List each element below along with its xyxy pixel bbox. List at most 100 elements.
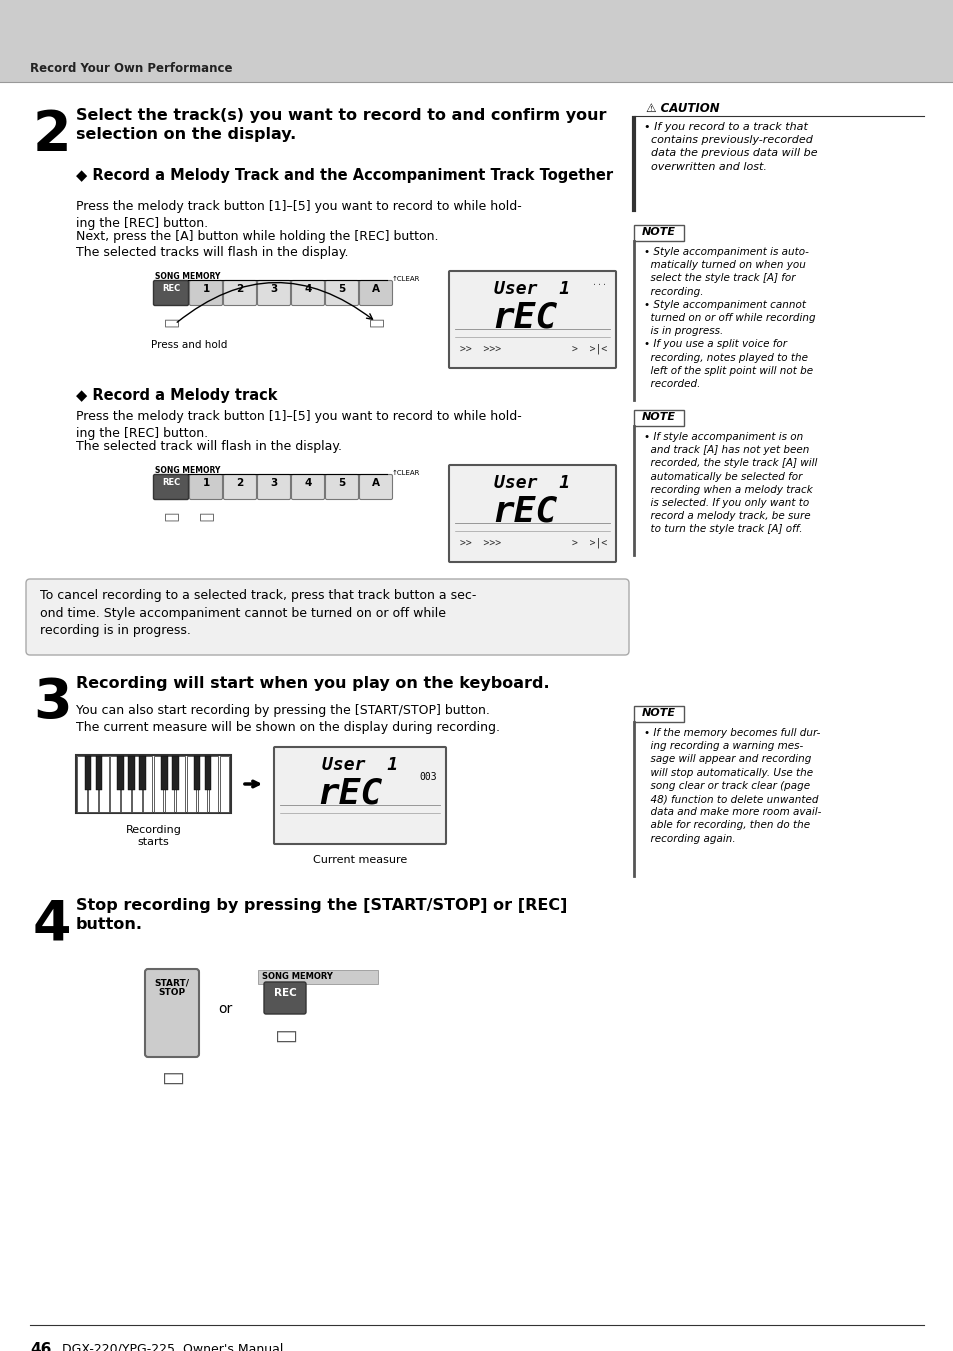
Text: rEC: rEC bbox=[492, 300, 558, 334]
Text: ↑CLEAR: ↑CLEAR bbox=[392, 276, 420, 282]
Text: 4: 4 bbox=[304, 478, 312, 488]
Text: ⚠ CAUTION: ⚠ CAUTION bbox=[645, 101, 719, 115]
Bar bbox=[193, 757, 200, 789]
Text: User  1: User 1 bbox=[494, 474, 570, 492]
FancyBboxPatch shape bbox=[634, 409, 683, 426]
Bar bbox=[161, 757, 168, 789]
FancyBboxPatch shape bbox=[325, 281, 358, 305]
Text: 👍: 👍 bbox=[163, 512, 178, 521]
Text: >  >|<: > >|< bbox=[571, 345, 606, 354]
Text: 3: 3 bbox=[33, 676, 71, 730]
Text: 2: 2 bbox=[33, 108, 71, 162]
Bar bbox=[153, 757, 163, 812]
Bar bbox=[95, 757, 102, 789]
Text: 003: 003 bbox=[419, 771, 436, 782]
Text: 2: 2 bbox=[236, 478, 243, 488]
FancyBboxPatch shape bbox=[634, 707, 683, 721]
Text: >  >|<: > >|< bbox=[571, 538, 606, 549]
Text: >>  >>>: >> >>> bbox=[459, 538, 500, 549]
FancyBboxPatch shape bbox=[257, 474, 291, 500]
Text: Press the melody track button [1]–[5] you want to record to while hold-
ing the : Press the melody track button [1]–[5] yo… bbox=[76, 200, 521, 230]
Text: 👍: 👍 bbox=[162, 1071, 182, 1085]
Text: • Style accompaniment is auto-
  matically turned on when you
  select the style: • Style accompaniment is auto- matically… bbox=[643, 247, 815, 389]
Bar bbox=[77, 757, 87, 812]
Bar bbox=[99, 757, 109, 812]
Text: 5: 5 bbox=[338, 478, 345, 488]
FancyBboxPatch shape bbox=[634, 226, 683, 240]
Bar bbox=[187, 757, 196, 812]
Text: or: or bbox=[217, 1002, 232, 1016]
Text: Next, press the [A] button while holding the [REC] button.: Next, press the [A] button while holding… bbox=[76, 230, 438, 243]
Bar bbox=[132, 757, 141, 812]
Bar bbox=[129, 757, 134, 789]
Bar bbox=[165, 757, 174, 812]
Text: ↑CLEAR: ↑CLEAR bbox=[392, 470, 420, 476]
Text: rEC: rEC bbox=[317, 775, 382, 811]
Text: NOTE: NOTE bbox=[641, 708, 676, 717]
Bar bbox=[0, 0, 953, 82]
Text: • If you record to a track that
  contains previously-recorded
  data the previo: • If you record to a track that contains… bbox=[643, 122, 817, 172]
FancyBboxPatch shape bbox=[153, 474, 189, 500]
Text: • If style accompaniment is on
  and track [A] has not yet been
  recorded, the : • If style accompaniment is on and track… bbox=[643, 432, 817, 535]
Text: REC: REC bbox=[162, 284, 180, 293]
Text: ...: ... bbox=[592, 278, 606, 286]
Bar bbox=[219, 757, 229, 812]
FancyBboxPatch shape bbox=[145, 969, 199, 1056]
Text: Press and hold: Press and hold bbox=[151, 340, 227, 350]
Text: Recording
starts: Recording starts bbox=[126, 825, 181, 847]
FancyBboxPatch shape bbox=[223, 281, 256, 305]
FancyBboxPatch shape bbox=[449, 272, 616, 367]
FancyBboxPatch shape bbox=[325, 474, 358, 500]
Text: SONG MEMORY: SONG MEMORY bbox=[154, 272, 220, 281]
Text: NOTE: NOTE bbox=[641, 412, 676, 422]
Text: You can also start recording by pressing the [START/STOP] button.
The current me: You can also start recording by pressing… bbox=[76, 704, 499, 734]
FancyBboxPatch shape bbox=[359, 281, 392, 305]
Text: Press the melody track button [1]–[5] you want to record to while hold-
ing the : Press the melody track button [1]–[5] yo… bbox=[76, 409, 521, 440]
Text: User  1: User 1 bbox=[494, 280, 570, 299]
Text: 👍: 👍 bbox=[368, 317, 383, 327]
FancyBboxPatch shape bbox=[190, 474, 222, 500]
Text: Record Your Own Performance: Record Your Own Performance bbox=[30, 62, 233, 76]
Text: SONG MEMORY: SONG MEMORY bbox=[262, 971, 333, 981]
Text: 5: 5 bbox=[338, 284, 345, 295]
Bar bbox=[172, 757, 178, 789]
Bar bbox=[117, 757, 124, 789]
Text: 👍: 👍 bbox=[198, 512, 213, 521]
Text: 3: 3 bbox=[270, 284, 277, 295]
Text: A: A bbox=[372, 478, 379, 488]
Text: 3: 3 bbox=[270, 478, 277, 488]
Bar bbox=[111, 757, 119, 812]
FancyBboxPatch shape bbox=[292, 281, 324, 305]
Bar bbox=[197, 757, 207, 812]
FancyBboxPatch shape bbox=[26, 580, 628, 655]
Bar bbox=[175, 757, 185, 812]
Text: 4: 4 bbox=[33, 898, 71, 952]
Text: ◆ Record a Melody track: ◆ Record a Melody track bbox=[76, 388, 277, 403]
Text: 👍: 👍 bbox=[274, 1029, 294, 1043]
Text: The selected tracks will flash in the display.: The selected tracks will flash in the di… bbox=[76, 246, 348, 259]
Text: User  1: User 1 bbox=[321, 757, 397, 774]
FancyBboxPatch shape bbox=[153, 281, 189, 305]
Bar bbox=[257, 970, 377, 984]
Text: 46: 46 bbox=[30, 1342, 51, 1351]
Text: NOTE: NOTE bbox=[641, 227, 676, 236]
Text: Select the track(s) you want to record to and confirm your
selection on the disp: Select the track(s) you want to record t… bbox=[76, 108, 606, 142]
Text: Current measure: Current measure bbox=[313, 855, 407, 865]
Text: To cancel recording to a selected track, press that track button a sec-
ond time: To cancel recording to a selected track,… bbox=[40, 589, 476, 638]
FancyBboxPatch shape bbox=[292, 474, 324, 500]
Bar bbox=[85, 757, 91, 789]
Text: Recording will start when you play on the keyboard.: Recording will start when you play on th… bbox=[76, 676, 549, 690]
Text: 👍: 👍 bbox=[163, 317, 178, 327]
Text: REC: REC bbox=[162, 478, 180, 486]
Text: ◆ Record a Melody Track and the Accompaniment Track Together: ◆ Record a Melody Track and the Accompan… bbox=[76, 168, 613, 182]
Bar bbox=[205, 757, 212, 789]
Bar bbox=[121, 757, 131, 812]
Text: Stop recording by pressing the [START/STOP] or [REC]
button.: Stop recording by pressing the [START/ST… bbox=[76, 898, 567, 932]
Text: 4: 4 bbox=[304, 284, 312, 295]
FancyBboxPatch shape bbox=[264, 982, 306, 1015]
FancyBboxPatch shape bbox=[190, 281, 222, 305]
Bar bbox=[89, 757, 98, 812]
Bar bbox=[143, 757, 152, 812]
Text: >>  >>>: >> >>> bbox=[459, 345, 500, 354]
FancyBboxPatch shape bbox=[359, 474, 392, 500]
